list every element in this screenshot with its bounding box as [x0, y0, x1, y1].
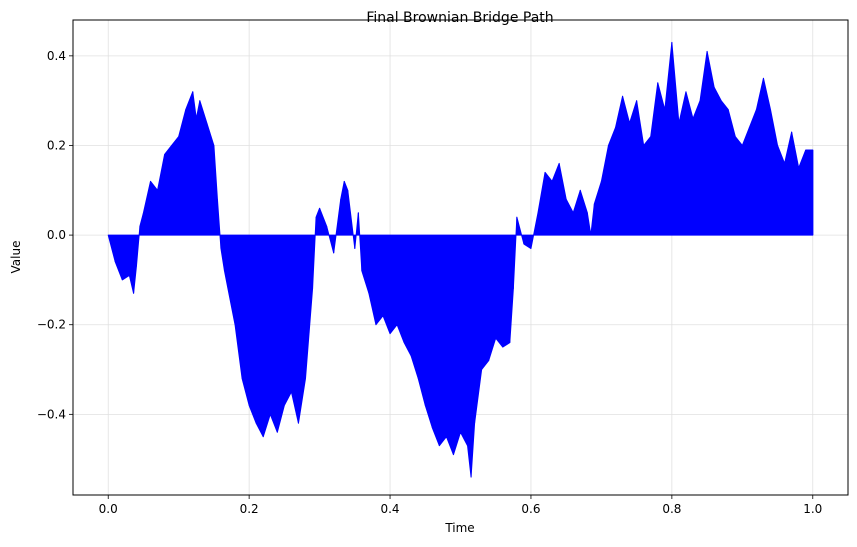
y-tick-label: 0.4 — [47, 49, 66, 63]
x-tick-label: 1.0 — [803, 502, 822, 516]
y-tick-label: −0.4 — [37, 407, 66, 421]
plot-area — [107, 41, 814, 478]
x-axis: 0.0 0.2 0.4 0.6 0.8 1.0 — [99, 495, 822, 516]
x-tick-label: 0.8 — [662, 502, 681, 516]
x-tick-label: 0.6 — [521, 502, 540, 516]
y-tick-label: 0.2 — [47, 138, 66, 152]
y-axis: −0.4 −0.2 0.0 0.2 0.4 — [37, 49, 73, 421]
axes-frame — [72, 19, 849, 496]
chart-title: Final Brownian Bridge Path — [366, 10, 553, 26]
y-axis-label: Value — [9, 241, 23, 274]
x-axis-label: Time — [444, 521, 474, 535]
y-tick-label: 0.0 — [47, 228, 66, 242]
x-tick-label: 0.4 — [380, 502, 399, 516]
x-tick-label: 0.2 — [240, 502, 259, 516]
x-tick-label: 0.0 — [99, 502, 118, 516]
y-tick-label: −0.2 — [37, 318, 66, 332]
